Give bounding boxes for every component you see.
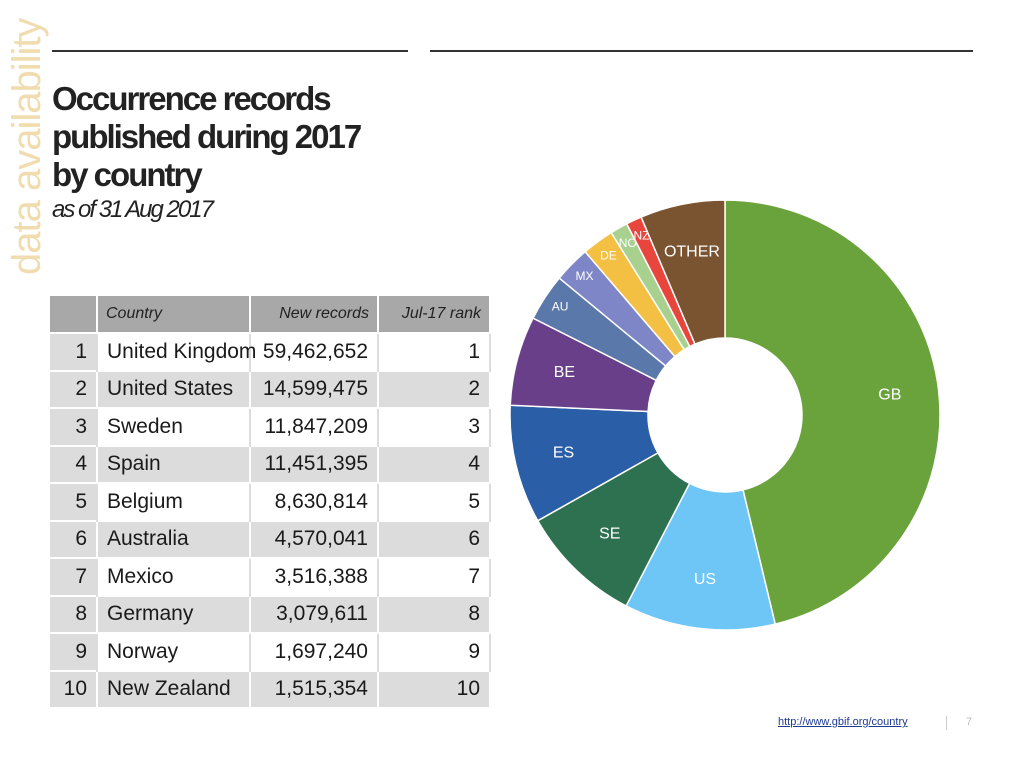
row-index: 10	[50, 669, 98, 707]
row-rank: 2	[378, 369, 491, 408]
row-index: 6	[50, 519, 98, 558]
table-row: 1 United Kingdom 59,462,652 1	[50, 332, 491, 371]
row-rank: 9	[378, 632, 491, 671]
records-table: Country New records Jul-17 rank 1 United …	[50, 296, 491, 707]
row-index: 4	[50, 444, 98, 483]
row-rank: 7	[378, 557, 491, 596]
slice-label-no: NO	[619, 236, 637, 250]
header-rule-right	[430, 50, 973, 52]
row-new-records: 11,451,395	[250, 444, 379, 483]
row-rank: 3	[378, 407, 491, 446]
page-title: Occurrence records published during 2017…	[52, 80, 452, 194]
row-country: New Zealand	[97, 669, 251, 707]
slice-label-se: SE	[599, 526, 620, 543]
side-section-label: data availability	[5, 18, 49, 276]
header-new-records: New records	[250, 296, 379, 333]
table-row: 7 Mexico 3,516,388 7	[50, 557, 491, 596]
row-rank: 10	[378, 669, 491, 707]
slice-label-es: ES	[553, 445, 574, 462]
title-line: Occurrence records	[52, 80, 332, 117]
row-country: Spain	[97, 444, 251, 483]
row-index: 9	[50, 632, 98, 671]
table-row: 8 Germany 3,079,611 8	[50, 594, 491, 633]
row-country: Sweden	[97, 407, 251, 446]
table-row: 3 Sweden 11,847,209 3	[50, 407, 491, 446]
footer-divider	[946, 716, 947, 730]
slice-label-us: US	[694, 571, 716, 588]
row-rank: 1	[378, 332, 491, 371]
row-index: 3	[50, 407, 98, 446]
row-new-records: 14,599,475	[250, 369, 379, 408]
slice-label-other: OTHER	[664, 244, 720, 261]
table-header-row: Country New records Jul-17 rank	[50, 296, 491, 333]
row-new-records: 3,516,388	[250, 557, 379, 596]
row-country: United Kingdom	[97, 332, 256, 371]
page-number: 7	[966, 716, 973, 728]
slice-label-nz: NZ	[633, 229, 649, 243]
row-new-records: 4,570,041	[250, 519, 379, 558]
header-rule-left	[52, 50, 408, 52]
table-row: 6 Australia 4,570,041 6	[50, 519, 491, 558]
slice-label-de: DE	[600, 248, 617, 262]
row-country: Germany	[97, 594, 251, 633]
table-row: 5 Belgium 8,630,814 5	[50, 482, 491, 521]
header-index	[50, 296, 98, 333]
row-new-records: 1,515,354	[250, 669, 379, 707]
row-country: United States	[97, 369, 251, 408]
row-new-records: 3,079,611	[250, 594, 379, 633]
title-line: published during 2017	[52, 118, 362, 155]
row-index: 1	[50, 332, 98, 371]
slice-label-gb: GB	[878, 387, 901, 404]
footer-link[interactable]: http://www.gbif.org/country	[778, 716, 908, 728]
row-index: 8	[50, 594, 98, 633]
slice-us	[625, 482, 777, 631]
row-rank: 8	[378, 594, 491, 633]
row-index: 2	[50, 369, 98, 408]
row-country: Mexico	[97, 557, 251, 596]
row-new-records: 59,462,652	[250, 332, 379, 371]
slice-other	[640, 199, 726, 346]
table-row: 4 Spain 11,451,395 4	[50, 444, 491, 483]
slice-gb	[724, 199, 941, 625]
row-index: 5	[50, 482, 98, 521]
row-index: 7	[50, 557, 98, 596]
row-rank: 4	[378, 444, 491, 483]
table-row: 9 Norway 1,697,240 9	[50, 632, 491, 671]
row-new-records: 11,847,209	[250, 407, 379, 446]
slice-label-mx: MX	[575, 269, 593, 283]
table-row: 10 New Zealand 1,515,354 10	[50, 669, 491, 707]
row-new-records: 8,630,814	[250, 482, 379, 521]
row-rank: 5	[378, 482, 491, 521]
header-country: Country	[97, 296, 251, 333]
table-row: 2 United States 14,599,475 2	[50, 369, 491, 408]
row-new-records: 1,697,240	[250, 632, 379, 671]
header-rank: Jul-17 rank	[378, 296, 491, 333]
page-subtitle: as of 31 Aug 2017	[52, 196, 214, 223]
slice-label-be: BE	[554, 364, 575, 381]
row-country: Norway	[97, 632, 251, 671]
row-rank: 6	[378, 519, 491, 558]
table-body: 1 United Kingdom 59,462,652 1 2 United States…	[50, 332, 491, 707]
title-line: by country	[52, 156, 203, 193]
row-country: Australia	[97, 519, 251, 558]
slice-label-au: AU	[552, 299, 569, 313]
row-country: Belgium	[97, 482, 251, 521]
